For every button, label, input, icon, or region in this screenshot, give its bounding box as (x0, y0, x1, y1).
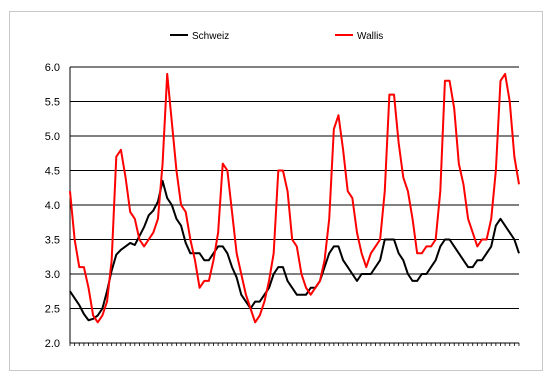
y-tick-label: 6.0 (45, 62, 60, 74)
y-tick-label: 4.5 (45, 166, 60, 178)
series-line-wallis (69, 72, 520, 324)
y-tick-label: 5.5 (45, 97, 60, 109)
legend: Schweiz Wallis (170, 31, 383, 42)
y-tick-label: 4.0 (45, 200, 60, 212)
y-tick-label: 3.5 (45, 235, 60, 247)
chart-frame (9, 11, 543, 371)
legend-label-wallis: Wallis (357, 31, 383, 42)
axes: 2.0 2.5 3.0 3.5 4.0 4.5 5.0 5.5 6.0 (45, 62, 520, 350)
series-lines (69, 72, 520, 324)
y-tick-label: 3.0 (45, 269, 60, 281)
grid-lines (70, 66, 519, 344)
legend-label-schweiz: Schweiz (192, 31, 229, 42)
y-tick-label: 2.0 (45, 338, 60, 350)
series-line-schweiz (69, 179, 520, 322)
y-tick-label: 5.0 (45, 131, 60, 143)
y-tick-label: 2.5 (45, 304, 60, 316)
